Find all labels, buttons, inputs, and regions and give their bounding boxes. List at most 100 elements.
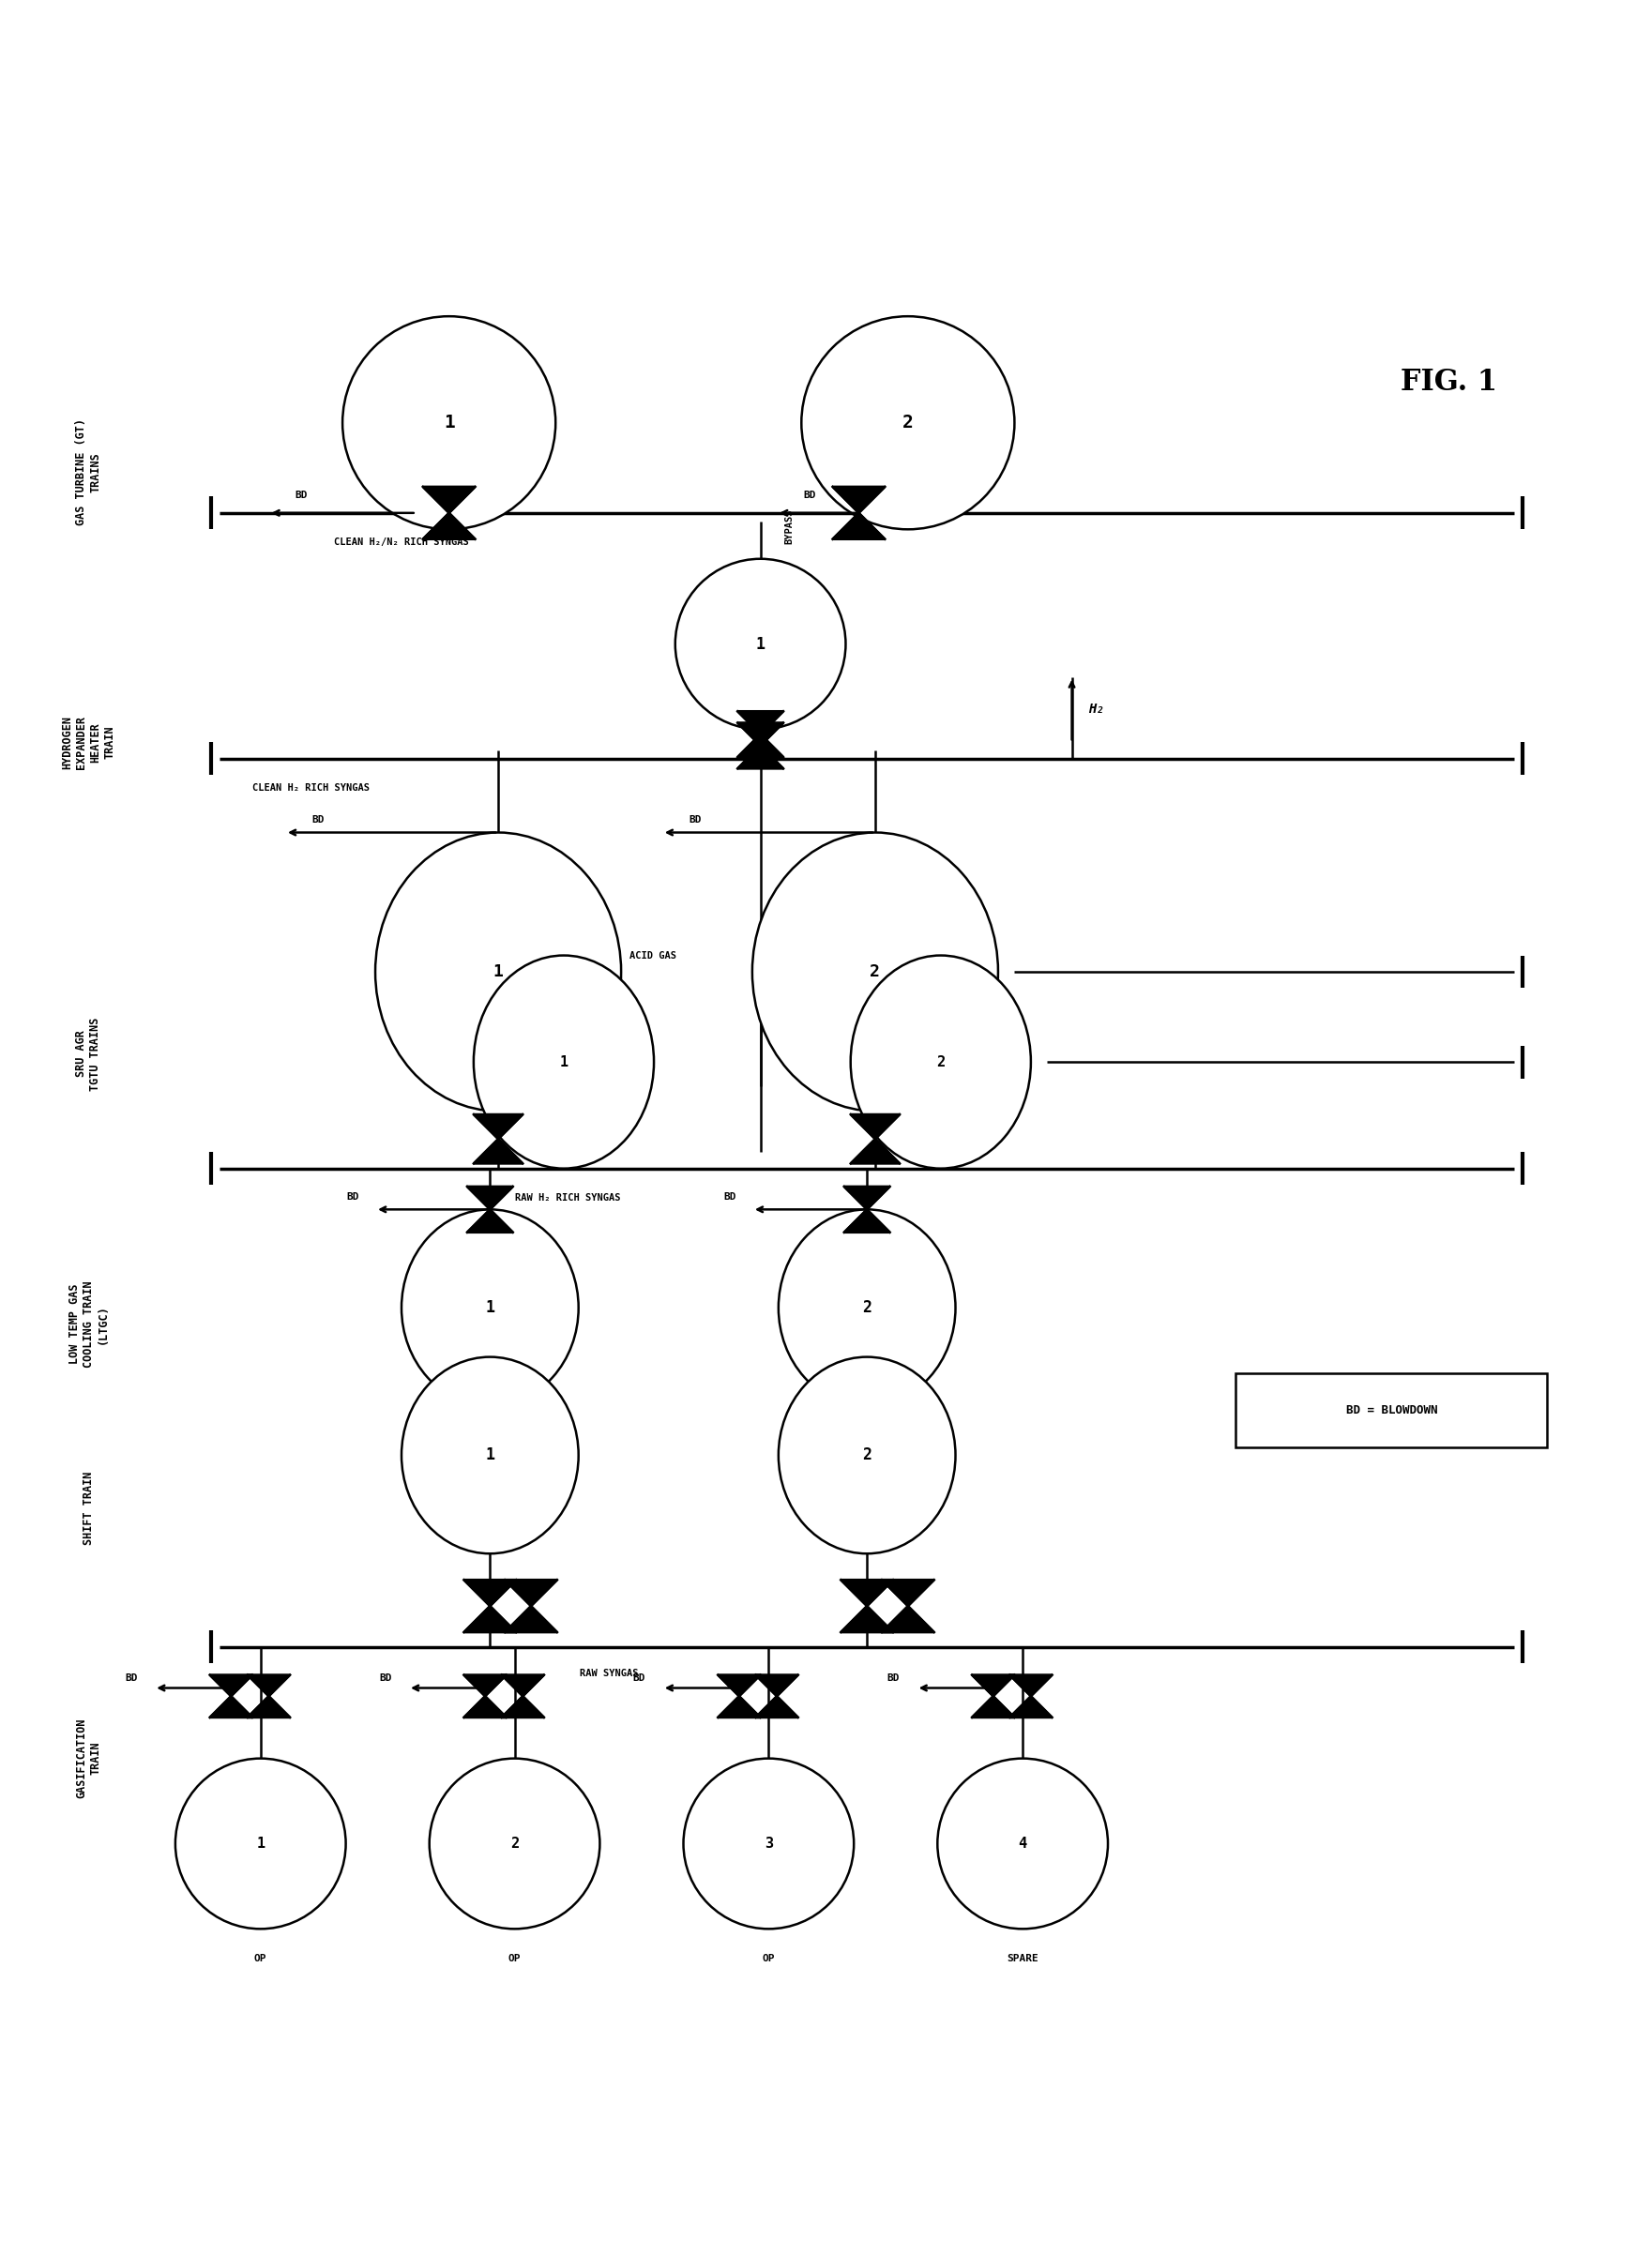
Ellipse shape — [778, 1358, 955, 1554]
Ellipse shape — [851, 956, 1031, 1168]
Circle shape — [676, 559, 846, 728]
Text: BD: BD — [887, 1673, 900, 1682]
Text: 1: 1 — [560, 1055, 568, 1069]
Text: GASIFICATION
TRAIN: GASIFICATION TRAIN — [76, 1718, 101, 1799]
Polygon shape — [737, 746, 783, 769]
Circle shape — [175, 1759, 345, 1928]
Text: SRU AGR
TGTU TRAINS: SRU AGR TGTU TRAINS — [76, 1017, 101, 1091]
Polygon shape — [474, 1139, 522, 1164]
Text: 2: 2 — [862, 1448, 872, 1463]
Text: LOW TEMP GAS
COOLING TRAIN
(LTGC): LOW TEMP GAS COOLING TRAIN (LTGC) — [68, 1281, 109, 1367]
Polygon shape — [755, 1696, 798, 1718]
Text: 1: 1 — [486, 1448, 494, 1463]
Text: ACID GAS: ACID GAS — [629, 952, 676, 961]
Text: BD: BD — [689, 814, 700, 825]
Polygon shape — [833, 512, 885, 539]
Polygon shape — [841, 1606, 894, 1633]
Polygon shape — [248, 1675, 291, 1696]
Polygon shape — [423, 487, 476, 512]
Polygon shape — [474, 1114, 522, 1139]
Polygon shape — [833, 487, 885, 512]
FancyBboxPatch shape — [1236, 1373, 1548, 1448]
Text: RAW SYNGAS: RAW SYNGAS — [580, 1669, 639, 1678]
Ellipse shape — [401, 1209, 578, 1407]
Polygon shape — [882, 1606, 933, 1633]
Ellipse shape — [474, 956, 654, 1168]
Ellipse shape — [375, 832, 621, 1112]
Polygon shape — [423, 512, 476, 539]
Polygon shape — [844, 1186, 890, 1209]
Polygon shape — [1009, 1675, 1052, 1696]
Polygon shape — [464, 1606, 515, 1633]
Polygon shape — [506, 1606, 557, 1633]
Polygon shape — [248, 1696, 291, 1718]
Text: 1: 1 — [256, 1836, 264, 1851]
Text: OP: OP — [254, 1953, 268, 1962]
Circle shape — [937, 1759, 1108, 1928]
Ellipse shape — [401, 1358, 578, 1554]
Text: RAW H₂ RICH SYNGAS: RAW H₂ RICH SYNGAS — [514, 1193, 620, 1202]
Text: FIG. 1: FIG. 1 — [1401, 368, 1497, 397]
Text: 1: 1 — [492, 963, 504, 981]
Polygon shape — [737, 735, 783, 758]
Ellipse shape — [752, 832, 998, 1112]
Text: 1: 1 — [486, 1299, 494, 1317]
Text: H₂: H₂ — [1089, 704, 1104, 717]
Text: 1: 1 — [755, 636, 765, 652]
Polygon shape — [719, 1696, 760, 1718]
Text: BD = BLOWDOWN: BD = BLOWDOWN — [1346, 1405, 1437, 1416]
Text: BD: BD — [378, 1673, 392, 1682]
Polygon shape — [468, 1186, 514, 1209]
Polygon shape — [210, 1696, 253, 1718]
Polygon shape — [851, 1139, 900, 1164]
Text: 1: 1 — [443, 415, 454, 431]
Polygon shape — [882, 1581, 933, 1606]
Circle shape — [430, 1759, 600, 1928]
Text: BYPASS: BYPASS — [785, 507, 795, 543]
Text: 2: 2 — [871, 963, 881, 981]
Polygon shape — [755, 1675, 798, 1696]
Text: 2: 2 — [862, 1299, 872, 1317]
Polygon shape — [502, 1696, 544, 1718]
Text: SPARE: SPARE — [1006, 1953, 1039, 1962]
Text: 2: 2 — [902, 415, 914, 431]
Polygon shape — [502, 1675, 544, 1696]
Text: BD: BD — [347, 1193, 358, 1202]
Text: SHIFT TRAIN: SHIFT TRAIN — [83, 1470, 94, 1545]
Text: 3: 3 — [765, 1836, 773, 1851]
Polygon shape — [841, 1581, 894, 1606]
Polygon shape — [464, 1675, 507, 1696]
Text: BD: BD — [312, 814, 324, 825]
Polygon shape — [464, 1696, 507, 1718]
Text: BD: BD — [803, 489, 816, 501]
Text: BD: BD — [126, 1673, 137, 1682]
Polygon shape — [506, 1581, 557, 1606]
Polygon shape — [210, 1675, 253, 1696]
Text: GAS TURBINE (GT)
TRAINS: GAS TURBINE (GT) TRAINS — [76, 419, 101, 525]
Text: CLEAN H₂ RICH SYNGAS: CLEAN H₂ RICH SYNGAS — [253, 782, 370, 794]
Text: OP: OP — [762, 1953, 775, 1962]
Polygon shape — [851, 1114, 900, 1139]
Polygon shape — [971, 1675, 1014, 1696]
Polygon shape — [468, 1209, 514, 1233]
Polygon shape — [719, 1675, 760, 1696]
Text: OP: OP — [509, 1953, 520, 1962]
Polygon shape — [737, 722, 783, 746]
Text: BD: BD — [724, 1193, 735, 1202]
Polygon shape — [971, 1696, 1014, 1718]
Text: 2: 2 — [937, 1055, 945, 1069]
Text: BD: BD — [296, 489, 307, 501]
Circle shape — [684, 1759, 854, 1928]
Text: CLEAN H₂/N₂ RICH SYNGAS: CLEAN H₂/N₂ RICH SYNGAS — [334, 537, 469, 548]
Polygon shape — [1009, 1696, 1052, 1718]
Text: 4: 4 — [1018, 1836, 1028, 1851]
Polygon shape — [737, 710, 783, 735]
Text: 2: 2 — [510, 1836, 519, 1851]
Circle shape — [342, 316, 555, 530]
Ellipse shape — [778, 1209, 955, 1407]
Circle shape — [801, 316, 1014, 530]
Polygon shape — [844, 1209, 890, 1233]
Polygon shape — [464, 1581, 515, 1606]
Text: BD: BD — [633, 1673, 646, 1682]
Text: HYDROGEN
EXPANDER
HEATER
TRAIN: HYDROGEN EXPANDER HEATER TRAIN — [61, 715, 116, 769]
